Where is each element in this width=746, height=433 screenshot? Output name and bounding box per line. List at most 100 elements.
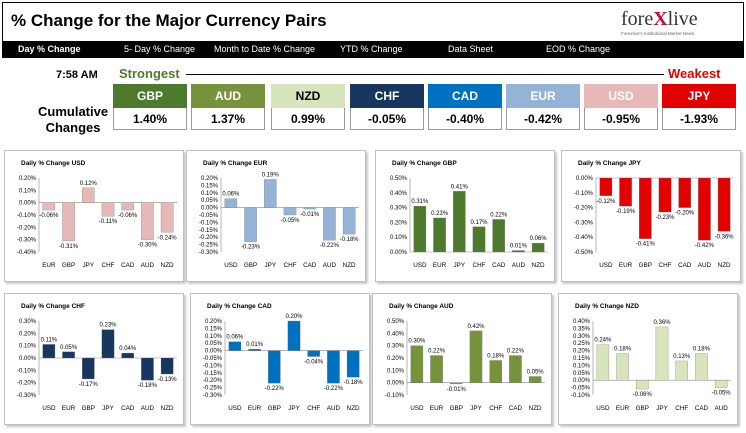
bar bbox=[62, 351, 75, 359]
y-tick-label: 0.50% bbox=[390, 176, 408, 182]
bar bbox=[678, 177, 691, 208]
y-tick-label: -0.30% bbox=[17, 238, 37, 244]
chart-panel-usd: Daily % Change USD 0.20% 0.10% 0.00% -0.10% -… bbox=[4, 150, 184, 282]
chart-panel-aud: Daily % Change AUD 0.50% 0.40% 0.30% 0.20% 0.… bbox=[372, 293, 552, 425]
data-label: 0.04% bbox=[119, 346, 137, 352]
chart-title: Daily % Change CAD bbox=[207, 303, 272, 310]
bar bbox=[430, 355, 443, 383]
y-tick-label: 0.10% bbox=[19, 344, 37, 350]
data-label: 0.22% bbox=[490, 212, 508, 218]
x-category-label: JPY bbox=[470, 405, 482, 412]
currency-card-aud: AUD 1.37% bbox=[191, 84, 265, 132]
bar bbox=[62, 202, 75, 242]
tab-ytd-change[interactable]: YTD % Change bbox=[340, 44, 403, 54]
y-tick-label: -0.20% bbox=[203, 378, 223, 384]
data-label: -0.17% bbox=[79, 382, 99, 388]
currency-code: EUR bbox=[506, 84, 580, 108]
tab-data-sheet[interactable]: Data Sheet bbox=[448, 44, 494, 54]
strength-scale-line bbox=[186, 74, 664, 75]
bar bbox=[42, 344, 56, 359]
currency-code: NZD bbox=[271, 84, 345, 108]
x-category-label: EUR bbox=[619, 262, 633, 269]
x-category-label: EUR bbox=[42, 262, 56, 269]
forexlive-logo[interactable]: foreXlive Forextive's Institutional Mark… bbox=[621, 8, 717, 40]
x-category-label: USD bbox=[413, 262, 427, 269]
y-tick-label: -0.05% bbox=[571, 386, 591, 392]
currency-code: CHF bbox=[350, 84, 424, 108]
data-label: -0.04% bbox=[304, 360, 324, 366]
data-label: 0.11% bbox=[41, 337, 58, 343]
y-tick-label: 0.00% bbox=[19, 356, 37, 362]
bar bbox=[512, 250, 525, 253]
chart-title: Daily % Change JPY bbox=[578, 160, 641, 167]
currency-change-value: -0.05% bbox=[350, 108, 424, 130]
bar bbox=[717, 177, 731, 232]
x-category-label: USD bbox=[42, 405, 56, 412]
bar bbox=[327, 350, 340, 384]
x-category-label: JPY bbox=[656, 405, 668, 412]
bar bbox=[675, 360, 688, 381]
data-label: -0.22% bbox=[320, 243, 340, 249]
bar bbox=[287, 320, 301, 351]
x-category-label: NZD bbox=[718, 262, 731, 269]
currency-card-cad: CAD -0.40% bbox=[428, 84, 502, 132]
bar bbox=[410, 345, 424, 383]
x-category-label: AUD bbox=[512, 262, 526, 269]
bar bbox=[101, 202, 115, 217]
bar bbox=[268, 350, 281, 384]
y-tick-label: 0.30% bbox=[387, 344, 405, 350]
data-label: 0.06% bbox=[226, 335, 244, 341]
bar bbox=[695, 353, 708, 381]
currency-change-value: -0.40% bbox=[428, 108, 502, 130]
currency-card-gbp: GBP 1.40% bbox=[113, 84, 187, 132]
y-tick-label: 0.10% bbox=[201, 191, 219, 197]
bar bbox=[658, 177, 672, 213]
bar bbox=[619, 177, 632, 207]
bar bbox=[346, 350, 360, 378]
y-tick-label: -0.10% bbox=[571, 393, 591, 399]
data-label: -0.05% bbox=[712, 391, 732, 397]
x-category-label: AUD bbox=[698, 262, 712, 269]
cumulative-changes-label: Cumulative Changes bbox=[38, 104, 109, 135]
tab-eod-change[interactable]: EOD % Change bbox=[546, 44, 611, 54]
x-category-label: EUR bbox=[430, 405, 444, 412]
y-tick-label: -0.30% bbox=[574, 220, 594, 226]
x-category-label: NZD bbox=[161, 405, 174, 412]
header-bar: % Change for the Major Currency Pairs fo… bbox=[2, 2, 744, 42]
x-category-label: CHF bbox=[489, 405, 502, 412]
bar bbox=[531, 242, 545, 253]
data-label: -0.06% bbox=[39, 213, 59, 219]
x-category-label: AUD bbox=[714, 405, 728, 412]
y-tick-label: -0.30% bbox=[17, 393, 37, 399]
data-label: 0.13% bbox=[673, 354, 691, 360]
bar bbox=[528, 376, 542, 383]
data-label: -0.22% bbox=[324, 386, 344, 392]
x-category-label: AUD bbox=[327, 405, 341, 412]
x-category-label: CAD bbox=[509, 405, 523, 412]
data-label: -0.18% bbox=[344, 380, 364, 386]
tab-day-change[interactable]: Day % Change bbox=[18, 44, 81, 54]
bar-chart: 0.20%0.15%0.10%0.05%0.00%-0.05%-0.10%-0.… bbox=[203, 314, 364, 412]
bar bbox=[599, 177, 613, 196]
y-tick-label: 0.10% bbox=[19, 188, 37, 194]
bar bbox=[450, 382, 463, 385]
y-tick-label: 0.15% bbox=[573, 356, 591, 362]
chart-panel-chf: Daily % Change CHF 0.30% 0.20% 0.10% 0.00% -0… bbox=[4, 293, 184, 425]
y-tick-label: -0.10% bbox=[17, 213, 37, 219]
tab-month-to-date-change[interactable]: Month to Date % Change bbox=[214, 44, 316, 54]
bar bbox=[307, 350, 320, 357]
bar bbox=[714, 380, 728, 388]
y-tick-label: 0.00% bbox=[387, 381, 405, 387]
bar bbox=[698, 177, 711, 241]
y-tick-label: 0.05% bbox=[573, 371, 591, 377]
data-label: 0.41% bbox=[451, 184, 469, 190]
x-category-label: GBP bbox=[636, 405, 649, 412]
chart-title: Daily % Change AUD bbox=[389, 303, 454, 310]
tab-5-day-change[interactable]: 5- Day % Change bbox=[124, 44, 196, 54]
bar bbox=[469, 330, 483, 383]
y-tick-label: 0.20% bbox=[390, 220, 408, 226]
data-label: 0.01% bbox=[510, 244, 528, 250]
bar bbox=[283, 207, 297, 216]
y-tick-label: 0.50% bbox=[387, 319, 405, 325]
data-label: 0.24% bbox=[594, 338, 612, 344]
